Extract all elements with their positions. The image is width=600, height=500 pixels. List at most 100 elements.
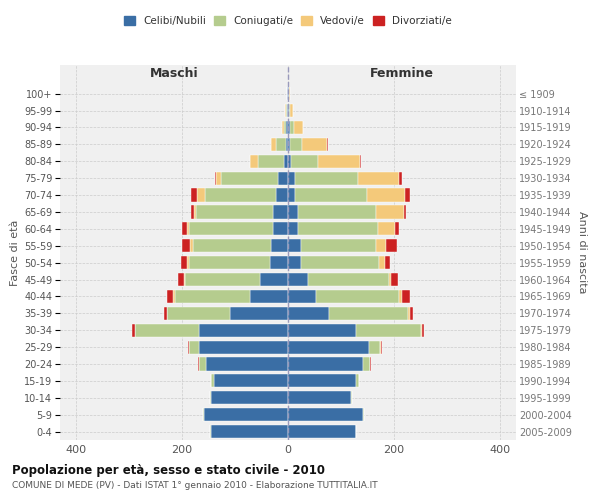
Bar xyxy=(284,121,286,134)
Bar xyxy=(408,306,410,320)
Bar xyxy=(356,324,421,337)
Bar xyxy=(164,306,167,320)
Bar xyxy=(191,188,197,202)
Bar xyxy=(259,154,284,168)
Bar xyxy=(190,239,193,252)
Bar xyxy=(191,206,194,218)
Bar xyxy=(190,222,273,235)
Bar xyxy=(204,408,288,421)
Bar xyxy=(167,306,230,320)
Bar xyxy=(288,172,295,185)
Bar xyxy=(190,256,270,269)
Bar xyxy=(288,154,290,168)
Bar xyxy=(173,290,175,303)
Bar xyxy=(211,391,288,404)
Bar xyxy=(329,306,408,320)
Bar xyxy=(273,222,288,235)
Text: Maschi: Maschi xyxy=(149,67,199,80)
Bar xyxy=(193,239,271,252)
Bar xyxy=(350,391,352,404)
Bar xyxy=(288,138,290,151)
Legend: Celibi/Nubili, Coniugati/e, Vedovi/e, Divorziati/e: Celibi/Nubili, Coniugati/e, Vedovi/e, Di… xyxy=(120,12,456,30)
Bar xyxy=(270,256,288,269)
Bar xyxy=(277,188,288,202)
Bar xyxy=(230,306,288,320)
Bar xyxy=(356,374,359,388)
Bar xyxy=(386,239,397,252)
Bar xyxy=(288,121,290,134)
Bar xyxy=(210,425,211,438)
Bar xyxy=(295,188,367,202)
Bar xyxy=(363,408,364,421)
Bar xyxy=(260,273,288,286)
Bar xyxy=(288,222,298,235)
Bar xyxy=(288,256,301,269)
Bar xyxy=(290,154,318,168)
Bar xyxy=(421,324,422,337)
Bar xyxy=(271,138,277,151)
Bar xyxy=(422,324,424,337)
Y-axis label: Fasce di età: Fasce di età xyxy=(10,220,20,286)
Bar xyxy=(405,188,410,202)
Bar xyxy=(288,206,298,218)
Bar xyxy=(273,206,288,218)
Bar xyxy=(277,138,286,151)
Bar xyxy=(132,324,135,337)
Bar xyxy=(385,256,390,269)
Bar xyxy=(284,154,288,168)
Bar xyxy=(286,121,288,134)
Bar xyxy=(288,358,363,370)
Bar xyxy=(288,188,295,202)
Bar xyxy=(175,290,250,303)
Bar xyxy=(250,154,259,168)
Bar xyxy=(367,188,405,202)
Bar xyxy=(376,239,386,252)
Bar xyxy=(206,358,288,370)
Bar xyxy=(290,138,302,151)
Bar xyxy=(182,239,190,252)
Text: Femmine: Femmine xyxy=(370,67,434,80)
Bar xyxy=(188,340,189,353)
Bar xyxy=(203,408,204,421)
Bar xyxy=(290,104,293,117)
Bar xyxy=(288,340,368,353)
Bar xyxy=(395,222,400,235)
Bar xyxy=(211,374,214,388)
Y-axis label: Anni di nascita: Anni di nascita xyxy=(577,211,587,294)
Bar xyxy=(196,206,273,218)
Bar xyxy=(402,290,410,303)
Bar xyxy=(400,290,402,303)
Bar xyxy=(400,172,402,185)
Bar xyxy=(288,324,356,337)
Bar xyxy=(295,172,358,185)
Bar xyxy=(288,391,350,404)
Bar xyxy=(381,340,382,353)
Bar xyxy=(286,104,287,117)
Bar xyxy=(215,172,216,185)
Bar xyxy=(185,273,260,286)
Bar xyxy=(298,222,378,235)
Bar xyxy=(190,340,199,353)
Bar xyxy=(308,273,389,286)
Bar xyxy=(301,256,379,269)
Bar xyxy=(368,340,380,353)
Text: COMUNE DI MEDE (PV) - Dati ISTAT 1° gennaio 2010 - Elaborazione TUTTITALIA.IT: COMUNE DI MEDE (PV) - Dati ISTAT 1° genn… xyxy=(12,481,377,490)
Bar xyxy=(302,138,327,151)
Bar xyxy=(211,425,288,438)
Bar xyxy=(363,358,370,370)
Bar xyxy=(286,138,288,151)
Bar xyxy=(209,391,211,404)
Bar xyxy=(288,239,301,252)
Bar xyxy=(378,222,395,235)
Bar xyxy=(182,222,187,235)
Bar xyxy=(288,104,289,117)
Bar xyxy=(250,290,288,303)
Bar xyxy=(214,374,288,388)
Bar xyxy=(205,188,277,202)
Bar xyxy=(199,340,288,353)
Bar xyxy=(288,290,316,303)
Bar xyxy=(282,121,284,134)
Bar xyxy=(216,172,221,185)
Bar xyxy=(379,256,385,269)
Bar xyxy=(181,256,187,269)
